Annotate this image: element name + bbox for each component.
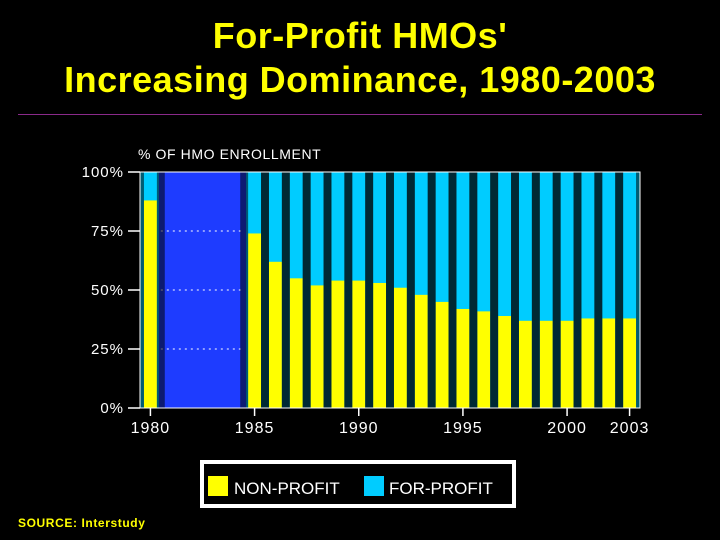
- x-tick-label: 1990: [339, 420, 379, 437]
- bar-spacer: [365, 172, 374, 408]
- bar-spacer: [469, 172, 478, 408]
- bar-non-profit-1998: [518, 320, 532, 408]
- bar-spacer: [240, 172, 249, 408]
- bar-spacer: [323, 172, 332, 408]
- bar-non-profit-1980: [143, 200, 157, 408]
- legend-swatch-non-profit: [208, 476, 228, 496]
- bar-for-profit-2003: [623, 172, 637, 319]
- legend-swatch-for-profit: [364, 476, 384, 496]
- legend-label-for-profit: FOR-PROFIT: [389, 479, 493, 498]
- bar-for-profit-1985: [248, 172, 262, 234]
- bar-non-profit-1990: [352, 280, 366, 408]
- bar-non-profit-1996: [477, 311, 491, 408]
- y-tick-label: 100%: [82, 164, 124, 181]
- bar-for-profit-1988: [310, 172, 324, 286]
- bar-for-profit-1993: [414, 172, 428, 295]
- bar-spacer: [261, 172, 269, 408]
- bar-spacer: [302, 172, 311, 408]
- bar-spacer: [156, 172, 165, 408]
- bar-for-profit-1987: [289, 172, 303, 279]
- bar-non-profit-1992: [393, 287, 407, 408]
- bar-non-profit-1991: [373, 282, 387, 408]
- bar-non-profit-1995: [456, 308, 470, 408]
- bar-non-profit-1994: [435, 301, 449, 408]
- bar-non-profit-1997: [498, 315, 512, 408]
- bar-spacer: [511, 172, 519, 408]
- x-tick-label: 1985: [235, 420, 275, 437]
- x-tick-label: 2003: [610, 420, 650, 437]
- bar-for-profit-1994: [435, 172, 449, 302]
- y-tick-label: 75%: [91, 223, 124, 240]
- bar-for-profit-1990: [352, 172, 366, 281]
- x-axis-ticks: 1980 1985 1990 1995 2000 2003: [131, 408, 650, 437]
- x-tick-label: 2000: [547, 420, 587, 437]
- legend-inner: [204, 464, 512, 504]
- chart-title-line-1: For-Profit HMOs': [212, 15, 508, 56]
- bar-non-profit-1988: [310, 285, 324, 408]
- bar-for-profit-1991: [373, 172, 387, 283]
- x-tick-label: 1980: [131, 420, 171, 437]
- bar-spacer: [490, 172, 499, 408]
- bar-non-profit-1999: [539, 320, 553, 408]
- x-tick-label: 1995: [443, 420, 483, 437]
- bar-spacer: [427, 172, 436, 408]
- bar-non-profit-1993: [414, 294, 428, 408]
- y-axis-label: % OF HMO ENROLLMENT: [138, 146, 321, 162]
- bar-spacer: [573, 172, 582, 408]
- bar-non-profit-1989: [331, 280, 345, 408]
- bar-for-profit-1980: [143, 172, 157, 201]
- bar-for-profit-2000: [560, 172, 574, 321]
- bar-non-profit-2003: [623, 318, 637, 408]
- bar-non-profit-2002: [602, 318, 616, 408]
- y-axis-ticks: 0% 25% 50% 75% 100%: [82, 164, 140, 417]
- bar-spacer: [344, 172, 353, 408]
- y-tick-label: 25%: [91, 341, 124, 358]
- bar-spacer: [386, 172, 394, 408]
- bar-spacer: [281, 172, 290, 408]
- bar-spacer: [406, 172, 415, 408]
- legend: NON-PROFIT FOR-PROFIT: [200, 460, 516, 508]
- plot-area: [136, 171, 644, 409]
- bar-for-profit-1989: [331, 172, 345, 281]
- bar-spacer: [531, 172, 540, 408]
- y-tick-label: 0%: [100, 400, 124, 417]
- bar-spacer: [552, 172, 561, 408]
- bar-for-profit-1992: [393, 172, 407, 288]
- chart-title-line-2: Increasing Dominance, 1980-2003: [64, 59, 656, 100]
- bar-for-profit-1986: [268, 172, 282, 262]
- bar-non-profit-1986: [268, 261, 282, 408]
- legend-label-non-profit: NON-PROFIT: [234, 479, 340, 498]
- bar-for-profit-1999: [539, 172, 553, 321]
- bar-non-profit-1985: [248, 233, 262, 408]
- source-note: SOURCE: Interstudy: [18, 516, 146, 530]
- bar-for-profit-1996: [477, 172, 491, 312]
- bar-non-profit-2001: [581, 318, 595, 408]
- title-divider: [18, 114, 702, 115]
- bar-spacer: [448, 172, 457, 408]
- y-tick-label: 50%: [91, 282, 124, 299]
- bar-non-profit-1987: [289, 278, 303, 408]
- bar-spacer: [594, 172, 603, 408]
- bar-for-profit-1997: [498, 172, 512, 316]
- bar-for-profit-2002: [602, 172, 616, 319]
- bar-non-profit-2000: [560, 320, 574, 408]
- bar-for-profit-1998: [518, 172, 532, 321]
- bar-spacer: [615, 172, 624, 408]
- bar-for-profit-2001: [581, 172, 595, 319]
- bar-for-profit-1995: [456, 172, 470, 309]
